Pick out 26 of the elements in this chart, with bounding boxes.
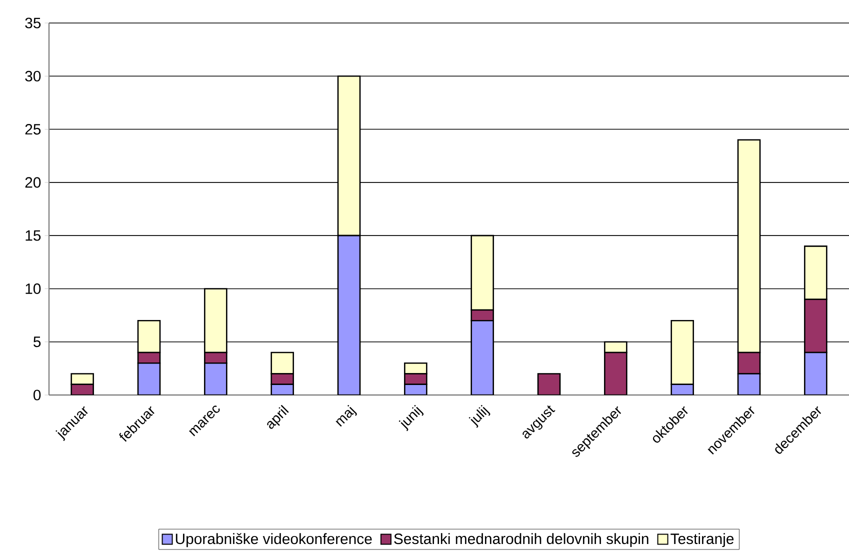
x-tick-label: maj bbox=[336, 404, 357, 427]
y-tick-label: 30 bbox=[25, 70, 41, 82]
bar bbox=[137, 362, 161, 395]
legend-label: Testiranje bbox=[670, 533, 734, 548]
bar bbox=[804, 298, 828, 354]
bar bbox=[137, 320, 161, 354]
y-tick-label: 0 bbox=[33, 390, 41, 400]
bar bbox=[537, 373, 561, 395]
y-tick-label: 15 bbox=[26, 230, 41, 241]
bar bbox=[337, 234, 361, 395]
bar bbox=[670, 320, 694, 386]
bar bbox=[604, 352, 628, 395]
y-tick-label: 10 bbox=[26, 283, 41, 294]
y-tick-label: 25 bbox=[25, 124, 41, 135]
bar bbox=[737, 373, 761, 395]
legend-label: Uporabniške videokonference bbox=[176, 533, 372, 548]
y-tick-label: 20 bbox=[25, 177, 41, 188]
y-tick-label: 35 bbox=[25, 18, 41, 28]
legend-label: Sestanki mednarodnih delovnih skupin bbox=[394, 533, 648, 548]
bar bbox=[604, 341, 628, 354]
x-tick-label: julij bbox=[468, 404, 490, 428]
bar bbox=[804, 352, 828, 395]
bar bbox=[737, 352, 761, 374]
y-tick-label: 5 bbox=[34, 336, 41, 348]
bar bbox=[270, 352, 294, 374]
bar bbox=[470, 320, 494, 395]
